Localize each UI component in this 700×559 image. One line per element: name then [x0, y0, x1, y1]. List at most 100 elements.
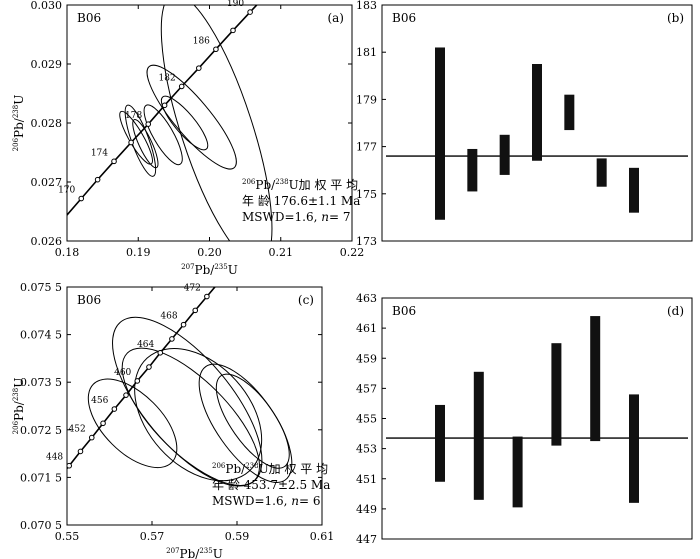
age-error-bar	[564, 94, 575, 131]
age-marker	[230, 27, 236, 34]
y-tick-label: 463	[356, 292, 377, 305]
concordia-panel-2: 0.55 0.57 0.59 0.61 0.070 5 0.071 5 0.072 5 0.0…	[12, 281, 335, 559]
age-error-bar	[512, 436, 523, 508]
y-axis-label: 206Pb/238U	[12, 95, 26, 152]
age-marker	[77, 448, 84, 455]
annotation-line1: 206Pb/238U加 权 平 均	[212, 462, 328, 476]
age-marker	[192, 307, 199, 314]
age-error-bar	[551, 343, 562, 446]
error-ellipse	[160, 5, 273, 241]
concordia-age-label: 464	[137, 340, 154, 350]
panel-label: (a)	[327, 11, 344, 25]
x-tick-label: 0.59	[225, 530, 250, 543]
age-error-bar	[629, 167, 639, 213]
plot-frame	[381, 4, 693, 242]
age-marker	[196, 65, 202, 71]
y-tick-label: 455	[356, 413, 377, 426]
y-tick-label: 0.028	[31, 117, 63, 130]
x-tick-label: 0.22	[340, 246, 365, 259]
y-tick-label: 451	[356, 473, 377, 486]
concordia-age-label: 170	[58, 186, 75, 196]
annotation-line2: 年 龄 176.6±1.1 Ma	[242, 194, 360, 208]
age-error-bar	[590, 316, 601, 442]
age-error-bar	[532, 64, 542, 161]
concordia-age-label: 182	[159, 73, 176, 83]
panel-label: (b)	[667, 11, 684, 25]
y-tick-label: 0.070 5	[20, 519, 62, 532]
x-tick-label: 0.61	[310, 530, 335, 543]
concordia-age-label: 448	[46, 453, 63, 463]
sample-label: B06	[77, 293, 101, 307]
y-tick-label: 177	[356, 141, 377, 154]
y-tick-label: 175	[356, 188, 377, 201]
y-tick-label: 0.074 5	[20, 329, 62, 342]
age-error-bar	[435, 47, 445, 220]
concordia-age-label: 186	[193, 36, 210, 46]
sample-label: B06	[392, 304, 416, 318]
y-tick-label: 447	[356, 533, 377, 546]
x-axis-label: 207Pb/235U	[166, 547, 223, 559]
annotation-line1: 206Pb/238U加 权 平 均	[242, 178, 358, 192]
concordia-age-label: 178	[125, 111, 142, 121]
age-marker	[67, 462, 72, 469]
y-tick-label: 0.027	[31, 176, 63, 189]
x-tick-label: 0.57	[140, 530, 165, 543]
panel-label: (c)	[298, 293, 314, 307]
age-marker	[146, 364, 152, 370]
error-ellipse	[160, 95, 209, 151]
age-marker	[161, 102, 168, 109]
error-ellipse	[146, 64, 237, 170]
annotation-line3: MSWD=1.6, n= 6	[212, 494, 320, 508]
age-marker	[178, 83, 185, 90]
annotation-line2: 年 龄 453.7±2.5 Ma	[212, 478, 330, 492]
y-tick-label: 0.075 5	[20, 281, 62, 294]
age-marker	[94, 176, 101, 183]
plot-frame	[66, 286, 323, 526]
age-marker	[123, 392, 129, 398]
x-tick-label: 0.18	[55, 246, 80, 259]
error-ellipse	[215, 373, 290, 469]
age-marker	[180, 321, 187, 328]
age-bar-panel-1: 173 175 177 179 181 183 B06 (b)	[356, 0, 693, 248]
x-tick-label: 0.55	[55, 530, 80, 543]
age-marker	[111, 158, 117, 165]
y-tick-label: 0.030	[31, 0, 63, 12]
age-error-bar	[629, 394, 639, 503]
age-bar-panel-3: 447 449 451 453 455 457 459 461 463 B06 (d)	[356, 292, 693, 546]
concordia-age-label: 472	[184, 284, 201, 294]
concordia-panel-0: 0.18 0.19 0.20 0.21 0.22 0.026 0.027 0.028 0.029…	[12, 0, 364, 277]
error-ellipse	[132, 119, 159, 169]
plot-area	[67, 5, 273, 241]
age-marker	[111, 406, 118, 412]
concordia-age-label: 456	[91, 396, 108, 406]
x-tick-label: 0.20	[197, 246, 222, 259]
y-axis-label: 206Pb/238U	[12, 378, 26, 435]
y-tick-label: 0.026	[31, 235, 63, 248]
x-axis-label: 207Pb/235U	[181, 263, 238, 277]
annotation-line3: MSWD=1.6, n= 7	[242, 210, 350, 224]
concordia-age-label: 174	[91, 148, 108, 158]
y-tick-label: 173	[356, 235, 377, 248]
error-ellipse	[134, 348, 263, 482]
y-tick-label: 0.072 5	[20, 424, 62, 437]
age-error-bar	[596, 158, 607, 187]
sample-label: B06	[392, 11, 416, 25]
x-tick-label: 0.21	[269, 246, 294, 259]
age-marker	[88, 434, 95, 441]
concordia-age-label: 468	[160, 312, 177, 322]
concordia-age-label: 452	[69, 425, 86, 435]
age-error-bar	[499, 134, 510, 175]
age-marker	[134, 378, 141, 384]
plot-area	[67, 287, 293, 487]
y-tick-label: 459	[356, 352, 377, 365]
age-marker	[145, 121, 152, 127]
y-tick-label: 183	[356, 0, 377, 12]
y-tick-label: 0.071 5	[20, 471, 62, 484]
age-marker	[204, 293, 210, 300]
y-tick-label: 0.073 5	[20, 376, 62, 389]
x-tick-label: 0.19	[126, 246, 151, 259]
y-tick-label: 453	[356, 443, 377, 456]
concordia-age-label: 460	[114, 368, 131, 378]
error-ellipse	[143, 104, 183, 166]
